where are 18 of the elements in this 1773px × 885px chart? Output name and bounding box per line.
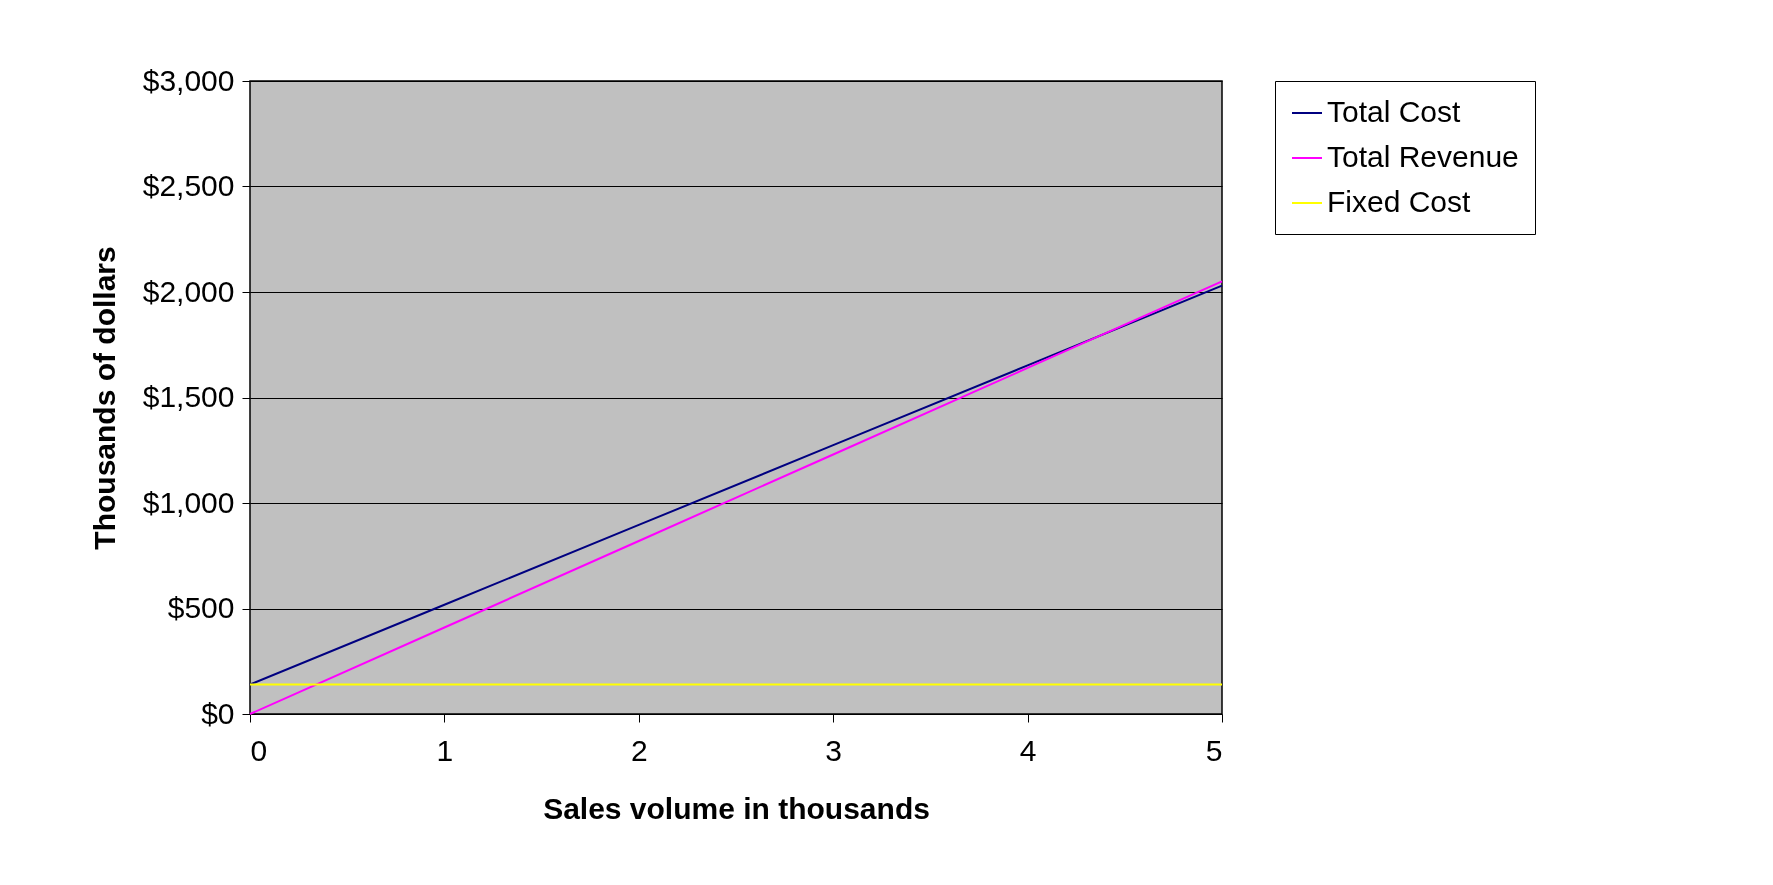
x-tick-label: 3 xyxy=(825,733,843,767)
y-tick-label: $2,000 xyxy=(142,274,235,308)
y-tick-label: $3,000 xyxy=(142,63,235,97)
x-axis-title: Sales volume in thousands xyxy=(543,791,930,825)
x-tick-label: 1 xyxy=(436,733,454,767)
legend-label: Total Revenue xyxy=(1327,140,1519,173)
y-tick-label: $1,500 xyxy=(142,380,235,413)
legend-label: Total Cost xyxy=(1327,95,1462,128)
x-tick-label: 5 xyxy=(1205,733,1223,767)
x-tick-label: 0 xyxy=(250,733,268,767)
x-tick-label: 4 xyxy=(1019,733,1037,767)
y-tick-label: $500 xyxy=(167,591,235,624)
y-tick-label: $1,000 xyxy=(142,485,235,519)
x-tick-label: 2 xyxy=(630,733,648,767)
y-tick-label: $0 xyxy=(201,696,235,730)
y-tick-label: $2,500 xyxy=(142,169,235,202)
legend-label: Fixed Cost xyxy=(1327,185,1472,218)
y-axis-title: Thousands of dollars xyxy=(87,246,121,550)
